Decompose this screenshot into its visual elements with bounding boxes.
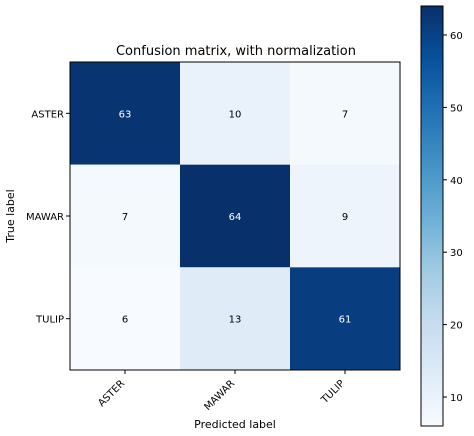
heatmap-cell (290, 62, 400, 165)
heatmap-cell (180, 267, 290, 370)
cell-value-label: 63 (119, 109, 132, 120)
heatmap-cell (290, 164, 400, 268)
y-tick-label: MAWAR (26, 212, 64, 223)
colorbar-ticks: 10 20 30 40 50 60 (443, 31, 463, 404)
heatmap-cell (290, 267, 400, 370)
x-tick-label: MAWAR (202, 378, 237, 413)
colorbar-tick-label: 20 (450, 321, 463, 332)
cell-value-label: 61 (339, 315, 352, 326)
cell-value-label: 9 (342, 212, 348, 223)
colorbar-tick-label: 40 (450, 176, 463, 187)
heatmap-cell (180, 164, 290, 268)
cell-value-label: 10 (229, 109, 242, 120)
colorbar-tick-label: 50 (450, 103, 463, 114)
heatmap-cell (70, 62, 180, 165)
heatmap-cell (180, 62, 290, 165)
cell-value-label: 64 (229, 212, 242, 223)
x-axis-ticks: ASTER MAWAR TULIP (96, 370, 347, 413)
colorbar-tick-label: 60 (450, 31, 463, 42)
heatmap-cells: 63 10 7 7 64 9 6 13 61 (70, 62, 400, 370)
cell-value-label: 7 (342, 109, 348, 120)
colorbar-tick-label: 30 (450, 248, 463, 259)
y-tick-label: ASTER (31, 109, 64, 120)
cell-value-label: 6 (122, 315, 128, 326)
colorbar-tick-label: 10 (450, 393, 463, 404)
heatmap-cell (70, 267, 180, 370)
x-tick-label: TULIP (319, 378, 347, 406)
y-tick-label: TULIP (35, 315, 64, 326)
chart-title: Confusion matrix, with normalization (116, 44, 356, 59)
x-tick-label: ASTER (96, 378, 127, 409)
colorbar (420, 5, 444, 427)
x-axis-label: Predicted label (194, 418, 276, 431)
heatmap-cell (70, 164, 180, 268)
cell-value-label: 7 (122, 212, 128, 223)
cell-value-label: 13 (229, 315, 242, 326)
y-axis-ticks: ASTER MAWAR TULIP (26, 109, 70, 326)
y-axis-label: True label (4, 189, 17, 243)
